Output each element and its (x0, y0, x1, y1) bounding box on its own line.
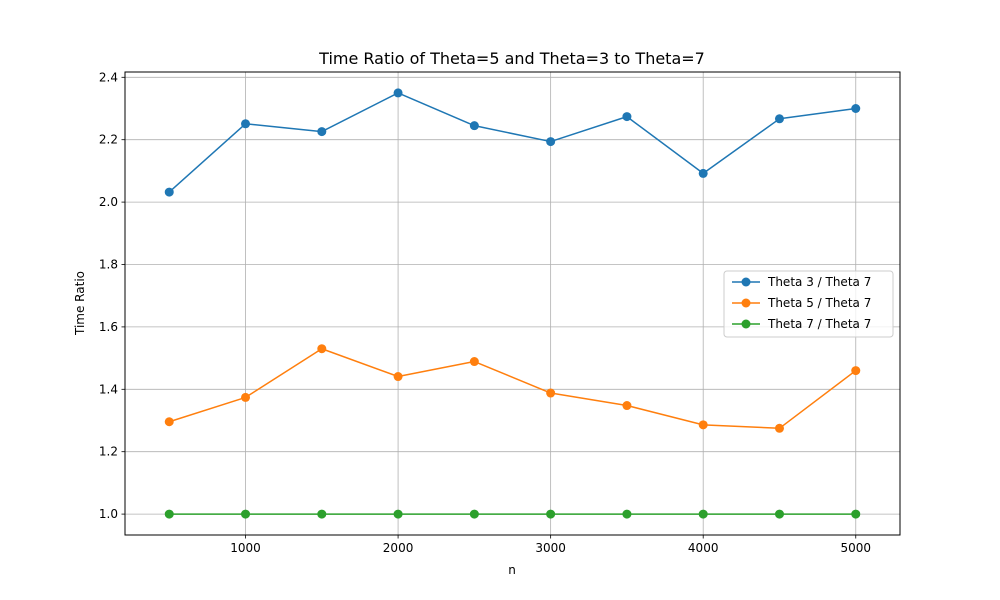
y-tick-label: 1.8 (99, 258, 118, 272)
data-point (774, 423, 784, 433)
y-tick-label: 2.0 (99, 195, 118, 209)
data-point (393, 509, 403, 519)
data-point (851, 509, 861, 519)
y-tick-label: 2.2 (99, 133, 118, 147)
data-point (851, 366, 861, 376)
data-point (164, 187, 174, 197)
legend-box (723, 270, 894, 338)
data-point (851, 104, 861, 114)
series-1 (164, 88, 861, 197)
y-tick-label: 1.4 (99, 382, 118, 396)
x-tick-label: 5000 (840, 541, 871, 555)
legend-swatch-marker (741, 319, 751, 329)
x-tick-label: 4000 (688, 541, 719, 555)
data-point (241, 392, 251, 402)
data-point (317, 127, 327, 137)
legend-label: Theta 7 / Theta 7 (767, 317, 871, 331)
data-point (774, 114, 784, 124)
axis-ticks: 1000 2000 3000 4000 5000 1.0 1.2 1.4 1.6 1.8 2.0 2.… (99, 70, 871, 555)
data-point (698, 420, 708, 430)
series-layer (164, 88, 861, 519)
series-line (168, 92, 856, 193)
series-line (169, 347, 857, 430)
data-point (241, 119, 251, 129)
x-tick-label: 1000 (230, 541, 261, 555)
x-tick-label: 2000 (383, 541, 414, 555)
legend-swatch-marker (741, 277, 751, 287)
legend-swatch-marker (741, 298, 751, 308)
data-point (393, 88, 403, 98)
legend-item: Theta 5 / Theta 7 (732, 296, 871, 310)
data-point (469, 357, 479, 367)
y-tick-label: 1.0 (99, 507, 118, 521)
data-point (546, 388, 556, 398)
legend-item: Theta 3 / Theta 7 (732, 275, 871, 289)
series-2 (164, 344, 861, 433)
data-point (317, 509, 327, 519)
data-point (698, 168, 708, 178)
x-tick-label: 3000 (535, 541, 566, 555)
data-point (622, 112, 632, 122)
data-point (164, 509, 174, 519)
data-point (393, 372, 403, 382)
data-point (164, 417, 174, 427)
data-point (546, 137, 556, 147)
legend-label: Theta 3 / Theta 7 (767, 275, 871, 289)
data-point (317, 344, 327, 354)
y-tick-label: 1.2 (99, 445, 118, 459)
y-tick-label: 1.6 (99, 320, 118, 334)
plot-frame (124, 71, 901, 536)
data-point (698, 509, 708, 519)
legend-label: Theta 5 / Theta 7 (767, 296, 871, 310)
data-point (622, 401, 632, 411)
data-point (469, 509, 479, 519)
x-axis-label: n (508, 563, 516, 577)
data-point (241, 509, 251, 519)
data-point (622, 509, 632, 519)
data-point (546, 509, 556, 519)
series-3 (164, 509, 861, 519)
data-point (774, 509, 784, 519)
y-tick-label: 2.4 (99, 70, 118, 84)
chart-title: Time Ratio of Theta=5 and Theta=3 to The… (318, 49, 705, 68)
data-point (469, 121, 479, 131)
y-axis-label: Time Ratio (73, 271, 87, 336)
legend: Theta 3 / Theta 7 Theta 5 / Theta 7 Theta … (723, 270, 894, 338)
legend-item: Theta 7 / Theta 7 (732, 317, 871, 331)
